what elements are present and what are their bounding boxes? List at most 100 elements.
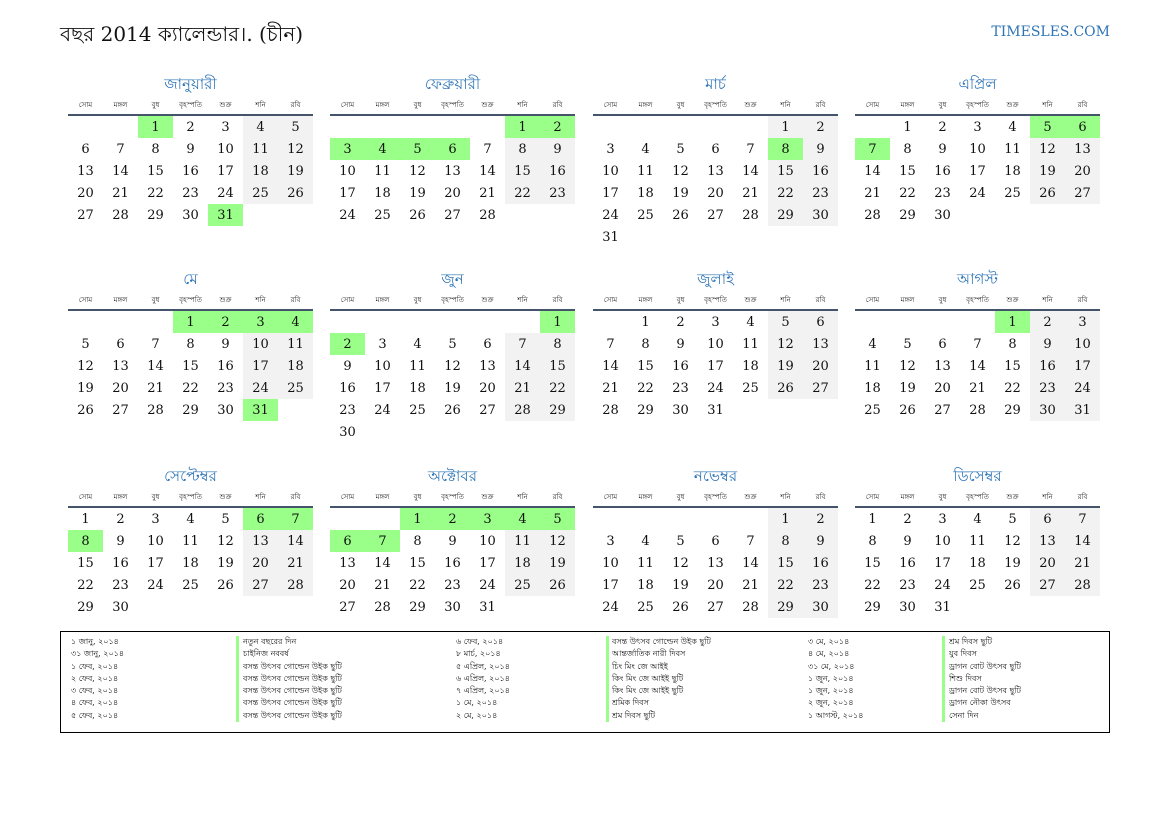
day-cell: 19: [1004, 555, 1021, 571]
weekday-label: সোম: [78, 296, 93, 304]
day-cell: 22: [864, 577, 881, 593]
day-grid: 1 2 3 4 5 6 7 8 9 10 11 12 13 14 15 16 17 18 19 20 21 22 23 24 2…: [855, 311, 1100, 421]
day-cell: 17: [479, 555, 496, 571]
empty-cell: [470, 311, 505, 333]
day-cell: 25: [969, 577, 986, 593]
day-cell: 9: [448, 533, 457, 549]
legend-holiday: সেনা দিন: [949, 710, 979, 720]
day-cell: 4: [186, 511, 195, 527]
day-cell: 20: [243, 552, 278, 574]
weekday-label: বৃহস্পতি: [704, 101, 727, 109]
weekday-label: শনি: [517, 101, 528, 109]
day-cell: 10: [934, 533, 951, 549]
day-cell: 27: [707, 207, 724, 223]
day-cell: 27: [112, 402, 129, 418]
day-cell: 20: [1065, 160, 1100, 182]
weekday-label: রবি: [290, 296, 301, 304]
day-cell: 20: [707, 577, 724, 593]
legend-date: ৩ মে, ২০১৪: [808, 637, 850, 646]
empty-cell: [103, 116, 138, 138]
day-cell: 12: [540, 530, 575, 552]
day-cell: 6: [938, 336, 947, 352]
day-cell: 10: [147, 533, 164, 549]
weekday-label: বৃহস্পতি: [441, 101, 464, 109]
day-cell: 28: [969, 402, 986, 418]
day-cell: 17: [934, 555, 951, 571]
day-cell: 4: [243, 116, 278, 138]
day-cell: 25: [637, 599, 654, 615]
day-cell: 19: [444, 380, 461, 396]
day-cell: 25: [505, 574, 540, 596]
day-cell: 4: [413, 336, 422, 352]
day-cell: 6: [81, 141, 90, 157]
weekday-label: বুধ: [676, 296, 685, 304]
day-cell: 6: [803, 311, 838, 333]
weekday-label: মঙ্গল: [638, 296, 653, 304]
legend-date: ২ জুন, ২০১৪: [808, 698, 854, 708]
legend-date: ৩১ মে, ২০১৪: [808, 661, 855, 671]
day-cell: 16: [182, 163, 199, 179]
day-cell: 17: [602, 185, 619, 201]
empty-cell: [400, 116, 435, 138]
day-cell: 2: [938, 119, 947, 135]
day-cell: 1: [400, 508, 435, 530]
holiday-legend: ১ জানু, ২০১৪ ৩১ জানু, ২০১৪ ১ ফেব, ২০১৪ ২ ফে…: [60, 631, 1110, 733]
month-2: ফেব্রুয়ারী সোম মঙ্গল বুধ বৃহস্পতি শুক্র শনি রব…: [330, 72, 575, 226]
weekday-label: বৃহস্পতি: [966, 296, 989, 304]
day-cell: 12: [672, 163, 689, 179]
weekday-label: সোম: [865, 296, 880, 304]
month-name: জুন: [441, 270, 464, 288]
day-cell: 3: [711, 314, 720, 330]
weekday-label: শুক্র: [219, 493, 232, 501]
divider: [330, 506, 575, 508]
day-cell: 3: [378, 336, 387, 352]
day-cell: 14: [112, 163, 129, 179]
day-cell: 30: [803, 596, 838, 618]
empty-cell: [68, 311, 103, 333]
legend-date: ৬ এপ্রিল, ২০১৪: [456, 673, 510, 683]
day-cell: 28: [479, 207, 496, 223]
weekday-label: সোম: [78, 493, 93, 501]
empty-cell: [435, 311, 470, 333]
day-cell: 30: [899, 599, 916, 615]
day-cell: 11: [505, 530, 540, 552]
day-grid: 1 2 3 4 5 6 7 8 9 10 11 12 13 14 15 16 17 18 19 20 21 22 23 24 2…: [330, 116, 575, 226]
site-link[interactable]: TIMESLES.COM: [991, 24, 1110, 40]
weekday-header: সোম মঙ্গল বুধ বৃহস্পতি শুক্র শনি রবি: [330, 96, 575, 114]
weekday-label: বৃহস্পতি: [966, 101, 989, 109]
day-cell: 22: [147, 185, 164, 201]
day-cell: 9: [116, 533, 125, 549]
day-cell: 24: [969, 185, 986, 201]
weekday-label: শনি: [1042, 296, 1053, 304]
month-11: নভেম্বর সোম মঙ্গল বুধ বৃহস্পতি শুক্র শনি রবি 1 2 3…: [593, 464, 838, 618]
day-cell: 18: [969, 555, 986, 571]
weekday-label: শনি: [1042, 493, 1053, 501]
divider: [593, 114, 838, 116]
day-cell: 1: [768, 116, 803, 138]
day-cell: 22: [637, 380, 654, 396]
day-cell: 14: [742, 555, 759, 571]
legend-date: ৭ এপ্রিল, ২০১৪: [456, 686, 510, 696]
day-cell: 16: [899, 555, 916, 571]
day-cell: 23: [934, 185, 951, 201]
day-cell: 8: [505, 138, 540, 160]
day-cell: 28: [147, 402, 164, 418]
day-cell: 21: [969, 380, 986, 396]
day-cell: 7: [1065, 508, 1100, 530]
day-cell: 2: [116, 511, 125, 527]
day-cell: 4: [365, 138, 400, 160]
day-cell: 23: [339, 402, 356, 418]
day-cell: 13: [112, 358, 129, 374]
day-cell: 20: [803, 355, 838, 377]
month-name: ফেব্রুয়ারী: [424, 75, 481, 93]
legend-dates: ৬ ফেব, ২০১৪ ৮ মার্চ, ২০১৪ ৫ এপ্রিল, ২০১৪ ৬ …: [456, 636, 510, 722]
weekday-label: শুক্র: [219, 296, 232, 304]
day-cell: 6: [711, 141, 720, 157]
legend-date: ১ জুন, ২০১৪: [808, 673, 854, 683]
day-cell: 22: [768, 574, 803, 596]
day-cell: 29: [540, 399, 575, 421]
day-cell: 6: [483, 336, 492, 352]
day-cell: 2: [540, 116, 575, 138]
day-cell: 31: [934, 599, 951, 615]
legend-date: ৫ ফেব, ২০১৪: [71, 710, 119, 720]
